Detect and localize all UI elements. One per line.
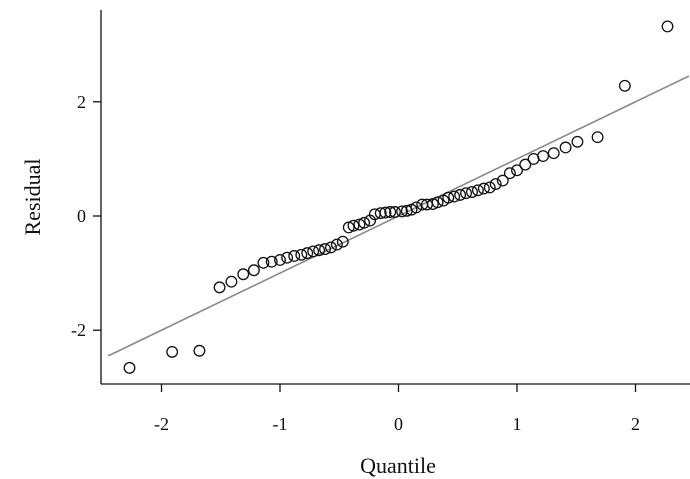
data-point (460, 187, 472, 200)
data-point (410, 201, 423, 214)
data-point (379, 206, 392, 219)
data-point (313, 244, 326, 257)
data-point (225, 275, 238, 288)
data-point (396, 205, 409, 218)
x-tick-label: -2 (154, 414, 169, 434)
y-tick-label: 2 (77, 92, 86, 112)
data-point (319, 243, 331, 256)
data-point (559, 141, 572, 154)
data-point (471, 184, 484, 197)
data-point (330, 238, 343, 251)
x-tick-label: -1 (273, 414, 288, 434)
data-point (519, 158, 532, 171)
x-tick-label: 0 (394, 414, 403, 434)
data-point (496, 174, 509, 187)
data-point (384, 206, 397, 218)
data-point (466, 186, 478, 198)
data-point (571, 135, 584, 148)
data-point (358, 216, 371, 229)
x-axis-ticks: -2 -1 0 1 2 (154, 384, 640, 434)
x-axis-label: Quantile (360, 453, 436, 478)
data-point (288, 250, 301, 262)
y-tick-label: 0 (77, 206, 86, 226)
data-point (483, 181, 496, 194)
data-point (247, 264, 260, 277)
data-point (307, 245, 320, 258)
data-point (123, 361, 136, 374)
x-tick-label: 1 (513, 414, 522, 434)
x-tick-label: 2 (631, 414, 640, 434)
data-point (347, 219, 360, 232)
data-point (454, 188, 467, 201)
y-axis-label: Residual (20, 159, 45, 236)
data-point (193, 344, 206, 357)
data-point (661, 20, 674, 33)
data-point (274, 254, 286, 266)
plot-area (107, 20, 690, 374)
data-point (374, 207, 387, 220)
data-point (281, 251, 294, 264)
data-point (511, 164, 523, 177)
data-point (336, 235, 349, 248)
data-point (537, 150, 550, 162)
y-axis-ticks: -2 0 2 (71, 92, 101, 340)
data-point (547, 147, 560, 160)
data-point (477, 182, 490, 195)
data-point (325, 241, 337, 254)
data-points (123, 20, 674, 374)
data-point (503, 167, 516, 180)
data-point (295, 248, 308, 261)
data-point (388, 206, 401, 218)
data-point (431, 196, 444, 209)
data-point (618, 79, 631, 92)
y-tick-label: -2 (71, 320, 86, 340)
data-point (591, 131, 604, 144)
data-point (166, 345, 179, 358)
data-point (265, 255, 278, 268)
data-point (442, 191, 455, 204)
data-point (448, 190, 461, 203)
data-point (257, 256, 270, 269)
data-point (489, 178, 502, 190)
data-point (237, 268, 250, 281)
data-point (213, 281, 226, 294)
data-point (301, 247, 314, 260)
